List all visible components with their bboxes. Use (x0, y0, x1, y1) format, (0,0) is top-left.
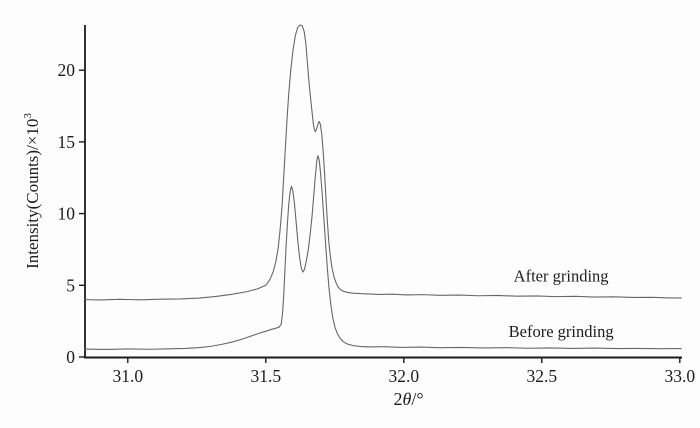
curve-before-grinding (84, 154, 682, 350)
x-tick-label: 31.0 (112, 366, 143, 386)
x-tick-label: 33.0 (664, 366, 695, 386)
annotation-before-grinding-label: Before grinding (509, 322, 614, 341)
annotation-after-grinding-label: After grinding (514, 266, 609, 285)
y-tick-label: 0 (66, 347, 75, 367)
y-tick-label: 5 (66, 275, 75, 295)
y-axis-title: Intensity(Counts)/×103 (22, 113, 42, 269)
curve-after-grinding (84, 24, 682, 301)
y-tick-label: 20 (58, 60, 76, 80)
x-tick-label: 32.5 (526, 366, 557, 386)
y-tick-label: 15 (58, 132, 76, 152)
y-tick-label: 10 (58, 204, 76, 224)
x-axis-title: 2θ/° (393, 389, 423, 409)
x-tick-label: 32.0 (388, 366, 419, 386)
x-tick-label: 31.5 (250, 366, 281, 386)
